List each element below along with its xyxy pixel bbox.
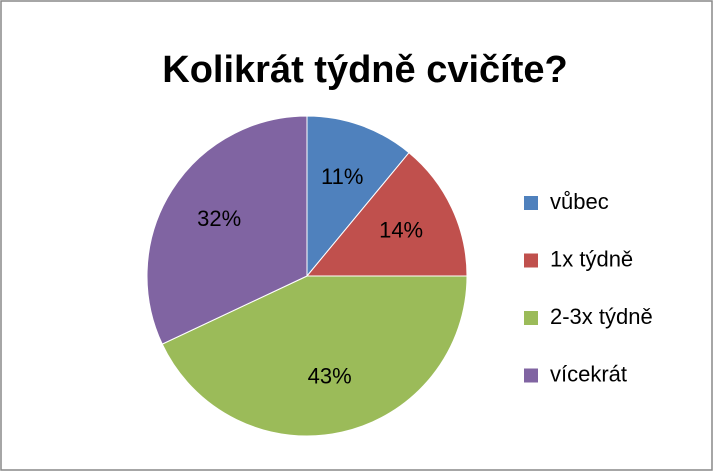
legend-swatch [524, 253, 538, 268]
data-label: 43% [308, 363, 352, 388]
legend-swatch [524, 196, 538, 210]
pie-slice [146, 115, 308, 345]
data-label: 32% [197, 206, 241, 231]
pie-slice [305, 152, 468, 277]
legend-label: vůbec [550, 189, 609, 214]
data-label: 14% [379, 218, 423, 243]
legend-swatch [524, 368, 538, 383]
legend-label: vícekrát [550, 361, 627, 386]
legend-label: 1x týdně [550, 246, 633, 271]
legend-label: 2-3x týdně [550, 304, 653, 329]
pie-slice [161, 275, 468, 437]
chart-title: Kolikrát týdně cvičíte? [162, 49, 567, 91]
data-label: 11% [321, 164, 363, 189]
pie-slice [306, 115, 410, 278]
legend-swatch [524, 311, 538, 325]
